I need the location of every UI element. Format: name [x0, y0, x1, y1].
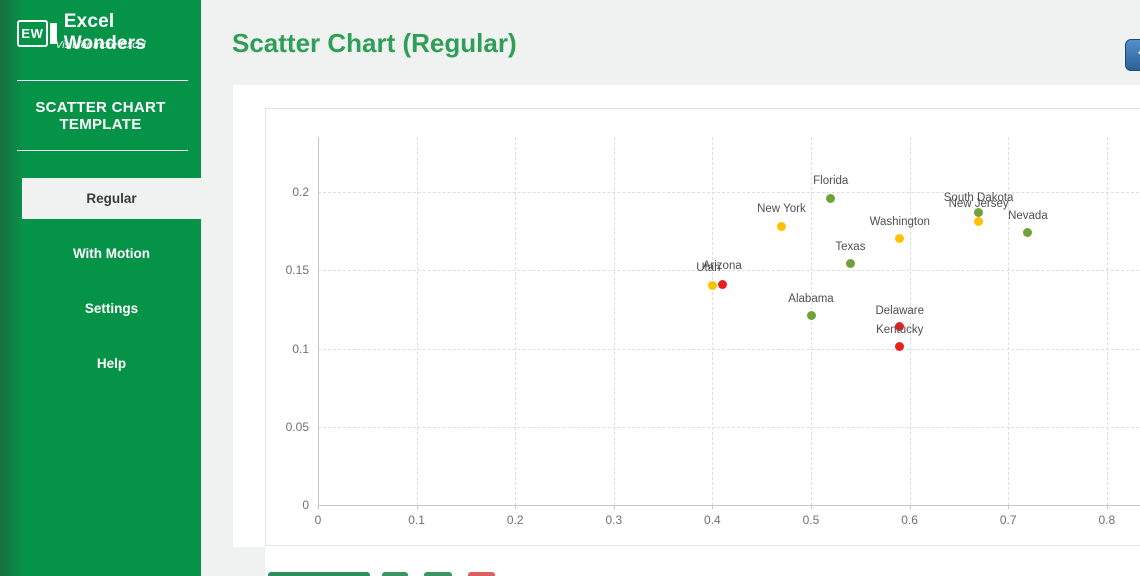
logo-text: EW: [21, 25, 44, 41]
x-axis-tick: [909, 505, 911, 509]
bottom-button-2[interactable]: [382, 572, 408, 576]
data-point-kentucky: [895, 342, 905, 352]
x-axis-tick: [318, 505, 319, 509]
data-point-label: Texas: [835, 240, 866, 253]
scatter-chart: 0 0.1 0.2 0.3 0.4 0.5 0.6 0.7 0.8 0 0.05 0.1 0.15 0.2…: [265, 108, 1140, 546]
x-tick-label: 0.2: [506, 513, 524, 527]
sidebar: EW Excel Wonders Visit for more Excel SC…: [0, 0, 201, 576]
x-tick-label: 0.8: [1098, 513, 1116, 527]
x-tick-label: 0.6: [901, 513, 918, 527]
data-point-label: Nevada: [1008, 209, 1048, 222]
brand-row: EW Excel Wonders: [17, 11, 201, 55]
data-point-delaware: [895, 322, 905, 332]
data-point-label: New York: [757, 203, 806, 216]
dropdown-button[interactable]: [1125, 39, 1140, 71]
x-tick-label: 0.4: [704, 513, 721, 527]
sidebar-nav: Regular With Motion Settings Help: [0, 178, 201, 398]
x-tick-label: 0: [314, 513, 322, 527]
x-axis-line: [318, 505, 1140, 506]
sidebar-item-regular[interactable]: Regular: [22, 178, 201, 219]
x-tick-label: 0.7: [999, 513, 1017, 527]
data-point-new-york: [776, 221, 786, 231]
x-gridline: [811, 137, 812, 505]
logo-flag-shape: [49, 22, 57, 44]
y-gridline: [318, 348, 1140, 350]
x-gridline: [416, 137, 418, 505]
sidebar-item-help[interactable]: Help: [22, 343, 201, 384]
sidebar-item-settings[interactable]: Settings: [22, 288, 201, 329]
brand-name: Excel Wonders: [63, 11, 147, 54]
x-axis-tick: [613, 505, 615, 509]
data-point-label: Washington: [869, 215, 930, 228]
x-gridline: [909, 137, 911, 505]
data-point-south-dakota: [974, 207, 984, 217]
x-axis-tick: [1008, 505, 1010, 509]
sidebar-item-label: With Motion: [72, 246, 151, 261]
lower-panel-background: [265, 547, 1140, 576]
data-point-label: Utah: [696, 261, 721, 274]
data-point-florida: [826, 193, 836, 203]
sidebar-divider: [17, 80, 188, 81]
data-point-label: Alabama: [788, 292, 834, 305]
data-point-label: New Jersey: [948, 197, 1009, 210]
sidebar-item-with-motion[interactable]: With Motion: [22, 233, 201, 274]
bottom-button-1[interactable]: [268, 572, 370, 576]
data-point-label: Arizona: [702, 260, 742, 273]
x-gridline: [613, 137, 615, 505]
data-point-label: Kentucky: [876, 323, 924, 336]
x-tick-label: 0.5: [802, 513, 820, 527]
data-point-arizona: [717, 279, 727, 289]
y-tick-label: 0.1: [292, 341, 309, 356]
data-point-alabama: [806, 311, 816, 321]
data-point-washington: [895, 234, 905, 244]
y-axis-line: [318, 137, 319, 505]
page-title: Scatter Chart (Regular): [232, 28, 517, 58]
y-tick-label: 0.2: [292, 185, 309, 199]
x-axis-tick: [416, 505, 418, 509]
x-gridline: [1106, 137, 1108, 505]
brand-tagline: Visit for more Excel: [55, 39, 146, 51]
excel-wonders-logo-icon: EW: [17, 19, 48, 47]
y-gridline: [318, 192, 1140, 193]
data-point-label: South Dakota: [943, 192, 1014, 205]
x-axis-tick: [811, 505, 812, 509]
x-gridline: [515, 137, 517, 505]
sidebar-item-label: Settings: [84, 301, 139, 316]
template-title: SCATTER CHART TEMPLATE: [35, 99, 166, 133]
sidebar-divider: [17, 150, 188, 151]
x-tick-label: 0.1: [408, 513, 425, 527]
data-point-new-jersey: [974, 217, 984, 227]
data-point-label: Delaware: [875, 304, 925, 317]
data-point-utah: [707, 281, 717, 291]
y-gridline: [318, 270, 1140, 272]
y-tick-label: 0.05: [285, 419, 309, 434]
x-gridline: [1008, 137, 1010, 505]
data-point-label: Florida: [813, 175, 849, 188]
sidebar-item-label: Regular: [86, 191, 137, 206]
data-point-nevada: [1023, 228, 1033, 238]
x-tick-label: 0.3: [605, 513, 623, 527]
y-gridline: [318, 426, 1140, 428]
y-tick-label: 0.15: [285, 263, 309, 278]
x-gridline: [712, 137, 714, 505]
sidebar-item-label: Help: [96, 356, 127, 371]
bottom-button-4[interactable]: [468, 572, 495, 576]
bottom-button-3[interactable]: [424, 572, 452, 576]
data-point-texas: [845, 259, 855, 269]
x-axis-tick: [712, 505, 714, 509]
y-tick-label: 0: [302, 498, 309, 512]
x-axis-tick: [515, 505, 517, 509]
x-axis-tick: [1106, 505, 1108, 509]
